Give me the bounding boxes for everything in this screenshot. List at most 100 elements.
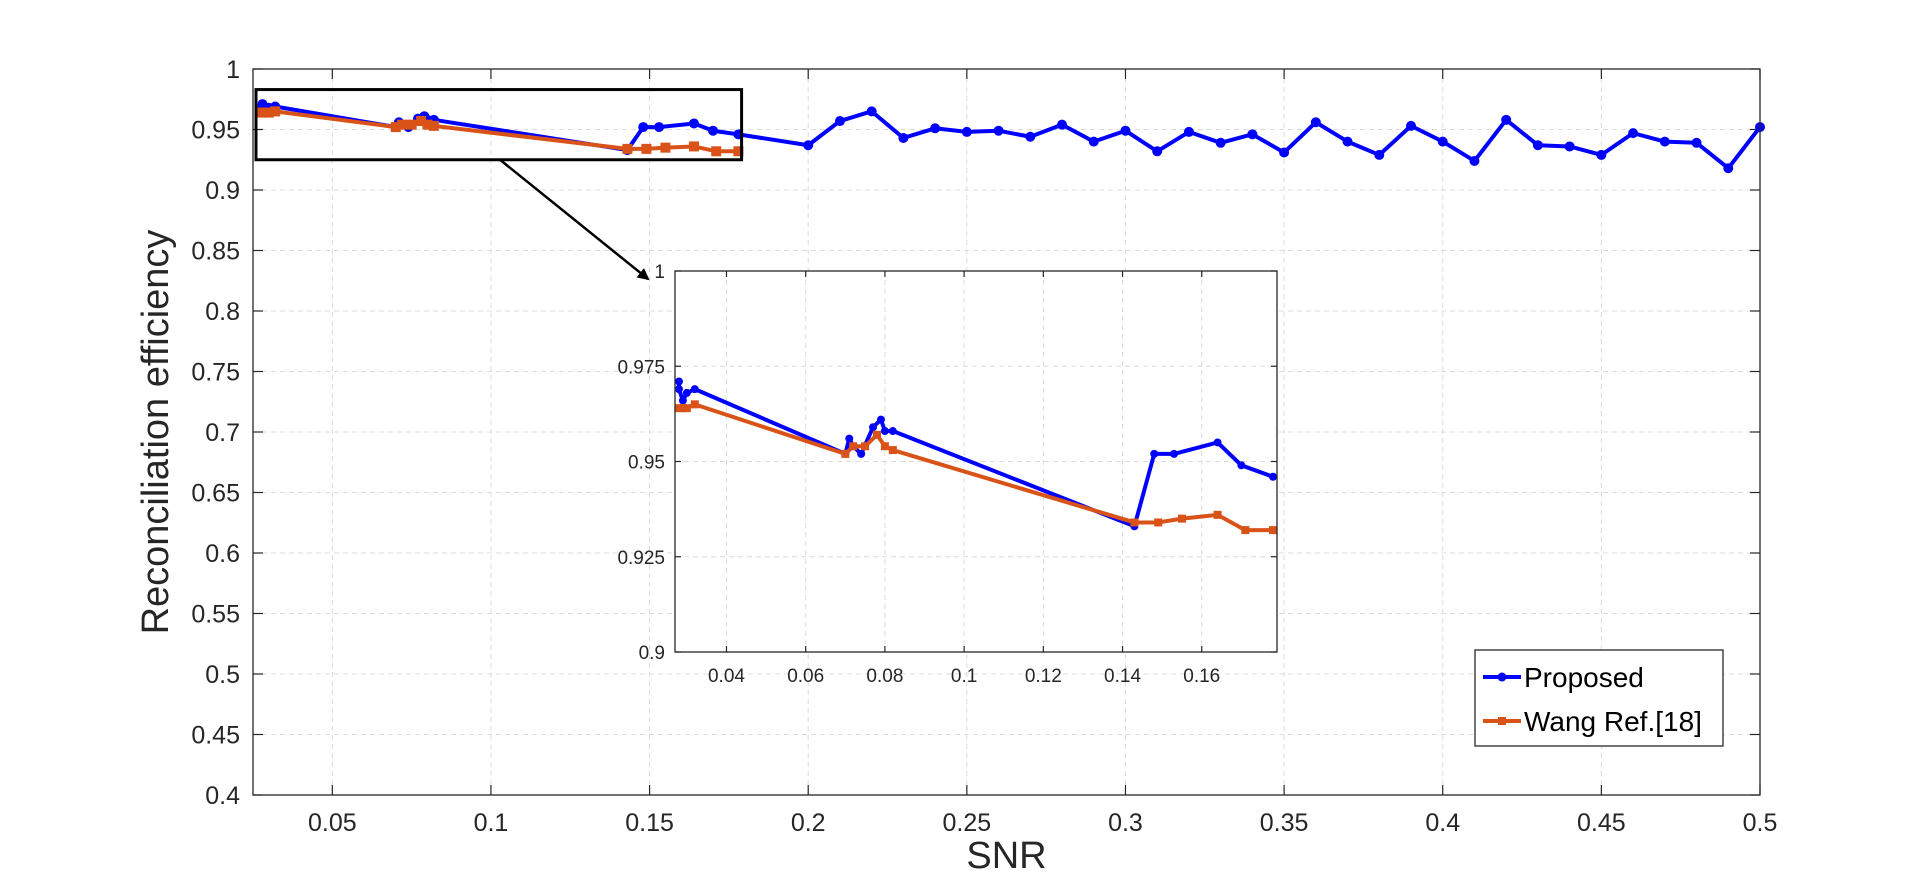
main-y-tick-label: 0.9: [205, 177, 240, 205]
main-x-tick-label: 0.5: [1743, 809, 1778, 837]
inset-data-point: [690, 385, 699, 394]
zoom-annotation: [254, 88, 744, 281]
main-data-point: [1501, 114, 1512, 125]
legend-item-wang-ref18: Wang Ref.[18]: [1483, 706, 1702, 737]
legend-box: [1474, 649, 1724, 747]
inset-data-point: [888, 446, 897, 455]
inset-x-tick-label: 0.16: [1183, 666, 1220, 687]
inset-data-point: [1237, 461, 1246, 470]
zoom-arrow: [499, 158, 650, 281]
main-data-point: [898, 132, 909, 143]
inset-y-tick-label: 1: [654, 262, 665, 283]
main-data-point: [622, 143, 633, 154]
main-x-tick-label: 0.05: [308, 809, 357, 837]
legend-marker: [1498, 717, 1506, 725]
inset-data-point: [1170, 449, 1179, 458]
inset-data-point: [1150, 449, 1159, 458]
legend-label: Proposed: [1524, 662, 1644, 693]
main-data-point: [1532, 140, 1543, 151]
legend: Proposed Wang Ref.[18]: [1474, 649, 1724, 747]
main-y-tick-label: 0.75: [191, 359, 240, 387]
main-data-point: [1596, 149, 1607, 160]
main-data-point: [1628, 128, 1639, 139]
inset-data-point: [888, 427, 897, 436]
main-data-point: [1564, 141, 1575, 152]
main-data-point: [1120, 125, 1131, 136]
zoom-region-box: [254, 88, 744, 162]
inset-data-point: [841, 449, 850, 458]
main-data-point: [1374, 149, 1385, 160]
main-data-point: [1659, 136, 1670, 147]
inset-data-point: [1213, 438, 1222, 447]
main-axis-frame: [252, 68, 1761, 796]
main-x-tick-label: 0.45: [1577, 809, 1626, 837]
inset-data-point: [845, 434, 854, 443]
inset-data-point: [857, 449, 866, 458]
main-data-point: [1310, 117, 1321, 128]
main-data-point: [638, 122, 649, 133]
main-data-point: [428, 120, 439, 131]
main-x-tick-label: 0.3: [1108, 809, 1143, 837]
main-data-point: [1057, 119, 1068, 130]
x-axis-title: SNR: [966, 835, 1046, 877]
main-data-point: [803, 140, 814, 151]
inset-data-point: [1269, 526, 1278, 535]
main-data-point: [1247, 129, 1258, 140]
main-y-tick-label: 0.5: [205, 661, 240, 689]
inset-x-tick-label: 0.14: [1104, 666, 1141, 687]
legend-label: Wang Ref.[18]: [1524, 706, 1702, 737]
inset-axis-frame: [674, 270, 1278, 653]
inset-x-tick-label: 0.04: [708, 666, 745, 687]
main-y-tick-label: 0.8: [205, 298, 240, 326]
inset-data-point: [869, 423, 878, 432]
main-data-point: [688, 118, 699, 129]
legend-marker: [1497, 672, 1507, 682]
main-y-tick-label: 0.7: [205, 419, 240, 447]
main-data-point: [1342, 136, 1353, 147]
main-y-tick-label: 0.95: [191, 117, 240, 145]
inset-data-point: [849, 442, 858, 451]
main-x-tick-label: 0.2: [791, 809, 826, 837]
main-data-point: [270, 106, 281, 117]
inset-x-tick-label: 0.1: [951, 666, 977, 687]
main-y-tick-label: 1: [226, 56, 240, 84]
main-data-point: [711, 146, 722, 157]
inset-data-point: [861, 442, 870, 451]
inset-data-point: [1154, 518, 1163, 527]
inset-series-wang-ref18: [674, 400, 1278, 535]
main-data-point: [1469, 155, 1480, 166]
main-x-tick-label: 0.35: [1260, 809, 1309, 837]
inset-data-point: [876, 415, 885, 424]
main-data-point: [866, 106, 877, 117]
main-y-tick-label: 0.85: [191, 238, 240, 266]
inset-x-tick-label: 0.08: [866, 666, 903, 687]
main-x-tick-label: 0.1: [474, 809, 509, 837]
inset-data-point: [682, 404, 691, 413]
main-data-point: [660, 142, 671, 153]
inset-data-point: [1130, 518, 1139, 527]
inset-data-point: [1241, 526, 1250, 535]
main-x-tick-label: 0.4: [1425, 809, 1460, 837]
main-y-tick-label: 0.65: [191, 480, 240, 508]
inset-x-tick-label: 0.12: [1025, 666, 1062, 687]
main-data-point: [1152, 146, 1163, 157]
main-data-point: [993, 125, 1004, 136]
inset-data-point: [682, 388, 691, 397]
inset-data-point: [872, 430, 881, 439]
main-y-tick-label: 0.45: [191, 722, 240, 750]
inset-y-tick-label: 0.9: [639, 643, 665, 664]
main-y-tick-label: 0.55: [191, 601, 240, 629]
inset-data-point: [880, 442, 889, 451]
main-x-tick-label: 0.25: [943, 809, 992, 837]
main-data-point: [641, 143, 652, 154]
legend-item-proposed: Proposed: [1483, 662, 1644, 693]
main-series-wang-ref18: [257, 106, 744, 157]
main-data-point: [1183, 126, 1194, 137]
inset-data-point: [1269, 472, 1278, 481]
inset-x-tick-label: 0.06: [787, 666, 824, 687]
inset-data-point: [1177, 514, 1186, 523]
main-data-point: [930, 123, 941, 134]
main-data-point: [397, 119, 408, 130]
inset-y-tick-label: 0.975: [617, 357, 665, 378]
